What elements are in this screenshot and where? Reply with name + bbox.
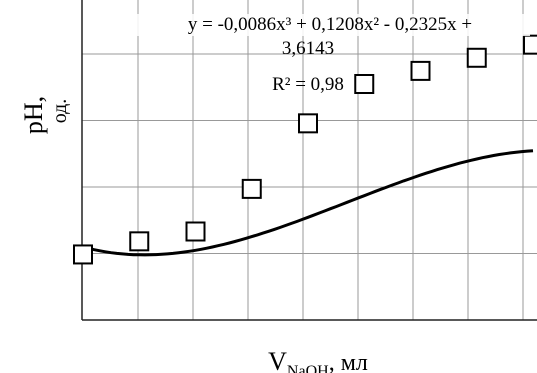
data-point-marker [73, 244, 93, 265]
data-point-marker [298, 113, 318, 134]
data-point-marker [185, 221, 206, 242]
data-point-marker [523, 34, 537, 55]
r-squared-label: R² = 0,98 [272, 74, 344, 95]
data-point-marker [241, 178, 262, 199]
trendline-equation-constant: 3,6143 [282, 38, 334, 59]
x-axis-label: VNaOH, мл [268, 347, 368, 373]
y-axis-title: pH, [19, 96, 48, 134]
y-axis-unit: од. [49, 99, 71, 124]
trendline-equation: y = -0,0086x³ + 0,1208x² - 0,2325x + [188, 14, 472, 35]
trendline [82, 149, 534, 257]
x-axis-label-subscript: NaOH [287, 363, 329, 373]
equation-background [130, 14, 530, 36]
data-point-marker [410, 60, 431, 81]
x-axis-label-main: V [268, 347, 287, 373]
data-point-marker [129, 231, 150, 252]
data-point-marker [354, 74, 375, 94]
y-axis-label: pH, од. [19, 96, 71, 134]
data-point-marker [466, 47, 487, 68]
data-points [73, 34, 537, 265]
x-axis-label-unit: , мл [329, 350, 368, 373]
